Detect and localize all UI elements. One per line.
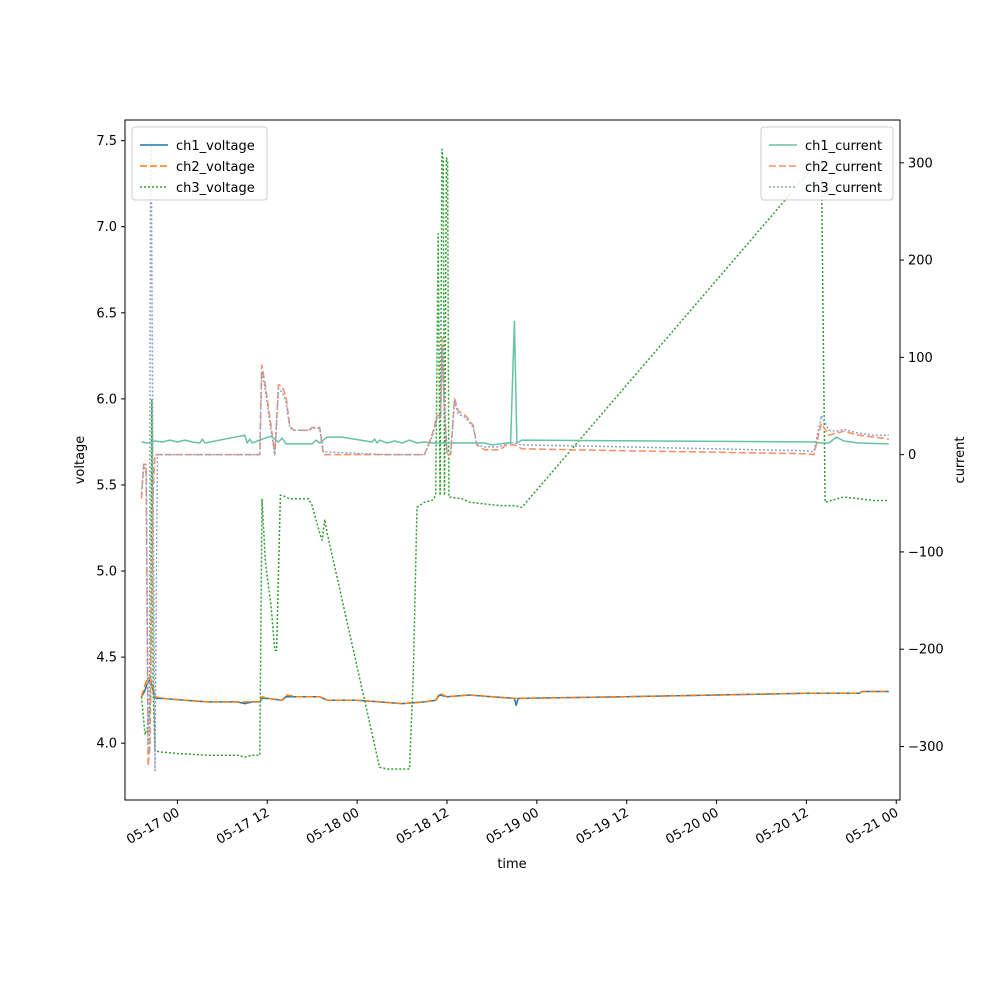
y-right-tick-label: 100 bbox=[908, 351, 933, 366]
series-line-ch3_voltage bbox=[140, 148, 889, 770]
y-right-tick-label: 0 bbox=[908, 448, 916, 463]
y-right-tick-label: −300 bbox=[908, 740, 944, 755]
y-right-tick-label: −100 bbox=[908, 545, 944, 560]
y-left-tick-label: 5.0 bbox=[96, 565, 117, 580]
series-line-ch2_current bbox=[140, 337, 889, 767]
y-left-tick-label: 4.5 bbox=[96, 651, 117, 666]
y-left-axis-label: voltage bbox=[73, 436, 88, 485]
y-left-tick-label: 7.0 bbox=[96, 220, 117, 235]
legend-label-ch2_current: ch2_current bbox=[805, 160, 882, 175]
y-right-tick-label: 300 bbox=[908, 156, 933, 171]
y-left-tick-label: 5.5 bbox=[96, 478, 117, 493]
legend-label-ch1_voltage: ch1_voltage bbox=[176, 139, 255, 154]
series-line-ch1_current bbox=[141, 320, 889, 446]
legend-label-ch3_current: ch3_current bbox=[805, 181, 882, 196]
y-left-tick-label: 7.5 bbox=[96, 134, 117, 149]
legend-layer: ch1_voltage ch2_voltage ch3_voltage ch1_cur… bbox=[131, 126, 894, 201]
series-line-ch3_current bbox=[140, 142, 889, 772]
y-left-tick-label: 4.0 bbox=[96, 737, 117, 752]
legend-label-ch2_voltage: ch2_voltage bbox=[176, 160, 255, 175]
series-line-ch2_voltage bbox=[140, 677, 889, 705]
x-axis-label: time bbox=[497, 857, 526, 872]
plot-frame bbox=[124, 119, 901, 801]
series-layer bbox=[140, 142, 889, 772]
legend-label-ch3_voltage: ch3_voltage bbox=[176, 181, 255, 196]
legend-label-ch1_current: ch1_current bbox=[805, 139, 882, 154]
y-left-tick-label: 6.0 bbox=[96, 392, 117, 407]
y-right-tick-label: −200 bbox=[908, 643, 944, 658]
y-right-tick-label: 200 bbox=[908, 254, 933, 269]
y-right-axis-label: current bbox=[953, 437, 968, 484]
y-left-tick-label: 6.5 bbox=[96, 306, 117, 321]
